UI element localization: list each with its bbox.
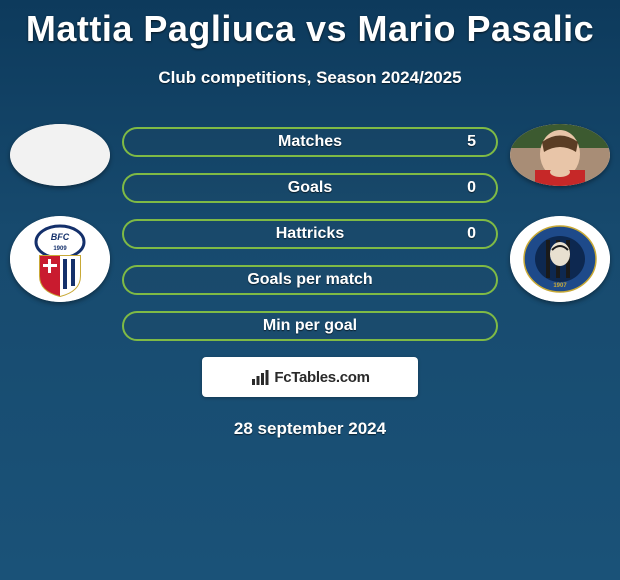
atalanta-badge-icon: 1907 [510, 216, 610, 302]
date-label: 28 september 2024 [0, 419, 620, 439]
club-left-badge: BFC 1909 [10, 216, 110, 302]
page-title: Mattia Pagliuca vs Mario Pasalic [0, 0, 620, 50]
subtitle: Club competitions, Season 2024/2025 [0, 68, 620, 88]
stat-label: Matches [278, 133, 342, 151]
stat-min-per-goal: Min per goal [122, 311, 498, 341]
content-row: BFC 1909 Matches 5 Goals 0 Hattric [0, 124, 620, 341]
stat-label: Goals per match [247, 271, 372, 289]
brand-label: FcTables.com [274, 369, 369, 386]
stat-hattricks: Hattricks 0 [122, 219, 498, 249]
stat-right-value: 0 [467, 225, 476, 243]
stats-column: Matches 5 Goals 0 Hattricks 0 Goals per … [110, 124, 510, 341]
club-right-badge: 1907 [510, 216, 610, 302]
svg-text:1909: 1909 [53, 246, 67, 252]
player-right-photo [510, 124, 610, 186]
stat-right-value: 5 [467, 133, 476, 151]
stat-goals-per-match: Goals per match [122, 265, 498, 295]
stat-label: Min per goal [263, 317, 357, 335]
right-side-column: 1907 [510, 124, 610, 302]
stat-matches: Matches 5 [122, 127, 498, 157]
stat-right-value: 0 [467, 179, 476, 197]
stat-label: Hattricks [276, 225, 344, 243]
stat-label: Goals [288, 179, 332, 197]
player-left-photo [10, 124, 110, 186]
svg-text:1907: 1907 [553, 283, 567, 289]
bar-chart-icon [250, 367, 270, 387]
player-face-icon [510, 124, 610, 186]
svg-text:BFC: BFC [51, 232, 70, 242]
avatar-placeholder-icon [10, 124, 110, 186]
left-side-column: BFC 1909 [10, 124, 110, 302]
bologna-badge-icon: BFC 1909 [10, 216, 110, 302]
stat-goals: Goals 0 [122, 173, 498, 203]
brand-box[interactable]: FcTables.com [202, 357, 418, 397]
